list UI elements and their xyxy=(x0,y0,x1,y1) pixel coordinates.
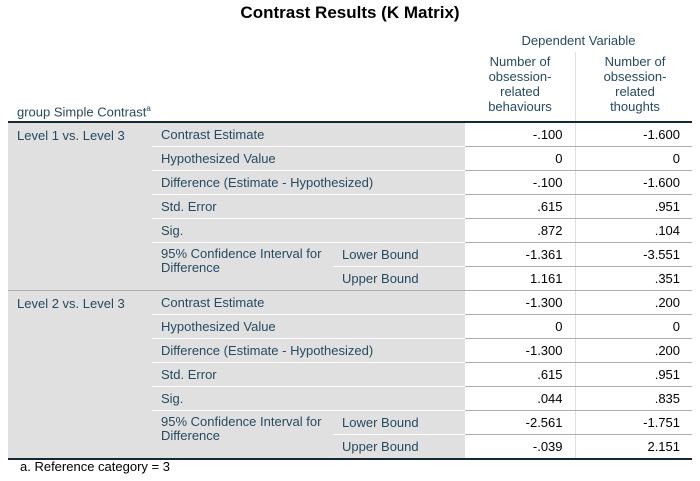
table-row: Sig. .872.104 xyxy=(8,218,693,243)
table-row: Difference (Estimate - Hypothesized) -.10… xyxy=(8,170,693,195)
contrast-results-table: Level 1 vs. Level 3 Contrast Estimate -.10… xyxy=(8,121,693,460)
value-thoughts: .351 xyxy=(574,266,693,291)
column-header-line: behaviours xyxy=(488,99,552,114)
value-behaviours: -.039 xyxy=(465,434,576,460)
value-thoughts: .951 xyxy=(574,194,693,219)
value-thoughts: 0 xyxy=(574,146,693,171)
bound-label: Lower Bound xyxy=(333,410,466,435)
row-label: Std. Error xyxy=(152,194,466,219)
value-behaviours: -1.361 xyxy=(465,242,576,267)
row-label: Sig. xyxy=(152,386,466,411)
row-label: Difference (Estimate - Hypothesized) xyxy=(152,338,466,363)
group-label: Level 2 vs. Level 3 xyxy=(8,290,152,460)
value-behaviours: -.100 xyxy=(465,122,576,147)
column-header-line: thoughts xyxy=(610,99,660,114)
table-row: Std. Error .615.951 xyxy=(8,362,693,387)
table-row: Std. Error .615.951 xyxy=(8,194,693,219)
table-row: 95% Confidence Interval for Difference Lo… xyxy=(8,242,693,291)
value-thoughts: -3.551 xyxy=(574,242,693,267)
value-thoughts: -1.600 xyxy=(574,170,693,195)
column-divider xyxy=(575,52,576,122)
row-label: Hypothesized Value xyxy=(152,146,466,171)
table-row: Hypothesized Value 0 0 xyxy=(8,314,693,339)
column-header-line: obsession- xyxy=(603,69,667,84)
row-label: Contrast Estimate xyxy=(152,290,466,315)
column-header-line: Number of xyxy=(604,54,666,69)
ci-label: 95% Confidence Interval for Difference xyxy=(152,242,333,291)
group-label: Level 1 vs. Level 3 xyxy=(8,122,152,291)
value-behaviours: .615 xyxy=(465,194,576,219)
value-thoughts: .104 xyxy=(574,218,693,243)
value-thoughts: -1.751 xyxy=(574,410,693,435)
table-row: Level 1 vs. Level 3 Contrast Estimate -.10… xyxy=(8,122,693,291)
column-header-line: Number of xyxy=(489,54,551,69)
value-thoughts: .200 xyxy=(574,338,693,363)
bound-label: Upper Bound xyxy=(333,266,466,291)
table-row: 95% Confidence Interval for Difference Lo… xyxy=(8,410,693,460)
table-row: Upper Bound -.039 2.151 xyxy=(8,434,693,460)
value-thoughts: -1.600 xyxy=(574,122,693,147)
dependent-variable-header: Dependent Variable xyxy=(521,33,636,48)
bound-label: Upper Bound xyxy=(333,434,466,460)
value-thoughts: .951 xyxy=(574,362,693,387)
table-title: Contrast Results (K Matrix) xyxy=(240,3,460,22)
table-row: Hypothesized Value 0 0 xyxy=(8,146,693,171)
column-header-thoughts: Number of obsession- related thoughts xyxy=(580,54,690,114)
row-label: Difference (Estimate - Hypothesized) xyxy=(152,170,466,195)
footnote-marker: a xyxy=(146,104,151,113)
column-header-line: related xyxy=(500,84,540,99)
table-row: Difference (Estimate - Hypothesized) -1.3… xyxy=(8,338,693,363)
row-header-text: group Simple Contrast xyxy=(17,104,147,120)
footnote: a. Reference category = 3 xyxy=(20,459,170,474)
value-behaviours: 0 xyxy=(465,314,576,339)
value-behaviours: .872 xyxy=(465,218,576,243)
row-label: Contrast Estimate xyxy=(152,122,466,147)
table-row: Sig. .044.835 xyxy=(8,386,693,411)
row-header: group Simple Contrasta xyxy=(17,104,151,119)
value-behaviours: -.100 xyxy=(465,170,576,195)
value-behaviours: 1.161 xyxy=(465,266,576,291)
value-behaviours: -1.300 xyxy=(465,290,576,315)
ci-label: 95% Confidence Interval for Difference xyxy=(152,410,333,460)
value-behaviours: .615 xyxy=(465,362,576,387)
value-behaviours: -2.561 xyxy=(465,410,576,435)
table-row: Level 2 vs. Level 3 Contrast Estimate -1.3… xyxy=(8,290,693,460)
table-row: Upper Bound 1.161.351 xyxy=(8,266,693,291)
value-thoughts: 0 xyxy=(574,314,693,339)
value-thoughts: 2.151 xyxy=(574,434,693,460)
row-label: Std. Error xyxy=(152,362,466,387)
value-thoughts: .835 xyxy=(574,386,693,411)
column-header-line: related xyxy=(615,84,655,99)
column-header-line: obsession- xyxy=(488,69,552,84)
column-header-behaviours: Number of obsession- related behaviours xyxy=(465,54,575,114)
value-behaviours: .044 xyxy=(465,386,576,411)
value-behaviours: -1.300 xyxy=(465,338,576,363)
row-label: Hypothesized Value xyxy=(152,314,466,339)
value-thoughts: .200 xyxy=(574,290,693,315)
bound-label: Lower Bound xyxy=(333,242,466,267)
row-label: Sig. xyxy=(152,218,466,243)
value-behaviours: 0 xyxy=(465,146,576,171)
